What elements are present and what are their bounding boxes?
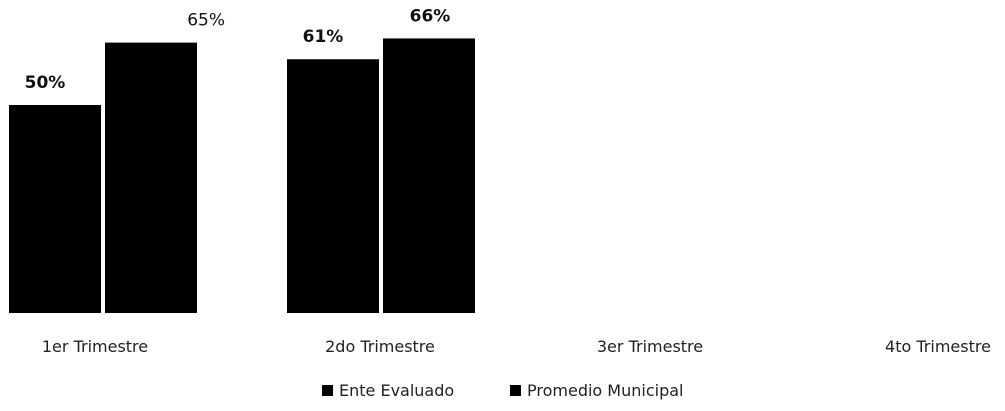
bar-ente-evaluado-1er-trimestre xyxy=(9,105,101,313)
legend-label-ente-evaluado: Ente Evaluado xyxy=(339,381,454,400)
legend: Ente Evaluado Promedio Municipal xyxy=(322,381,683,400)
data-label-ente-evaluado-1er-trimestre: 50% xyxy=(25,73,66,93)
category-labels-group: 1er Trimestre 2do Trimestre 3er Trimestre 4… xyxy=(42,337,991,356)
bar-promedio-municipal-1er-trimestre xyxy=(105,42,197,313)
x-tick-label-1er-trimestre: 1er Trimestre xyxy=(42,337,148,356)
data-label-promedio-municipal-1er-trimestre: 65% xyxy=(187,11,225,31)
x-tick-label-2do-trimestre: 2do Trimestre xyxy=(325,337,435,356)
bar-ente-evaluado-2do-trimestre xyxy=(287,59,379,313)
bar-promedio-municipal-2do-trimestre xyxy=(383,38,475,313)
data-label-ente-evaluado-2do-trimestre: 61% xyxy=(303,27,344,47)
x-tick-label-3er-trimestre: 3er Trimestre xyxy=(597,337,703,356)
value-labels-group: 50% 65% 61% 66% xyxy=(25,6,451,93)
legend-swatch-ente-evaluado xyxy=(322,385,333,396)
x-tick-label-4to-trimestre: 4to Trimestre xyxy=(885,337,991,356)
legend-label-promedio-municipal: Promedio Municipal xyxy=(527,381,683,400)
data-label-promedio-municipal-2do-trimestre: 66% xyxy=(410,6,451,26)
bars-group xyxy=(9,38,475,313)
legend-swatch-promedio-municipal xyxy=(510,385,521,396)
